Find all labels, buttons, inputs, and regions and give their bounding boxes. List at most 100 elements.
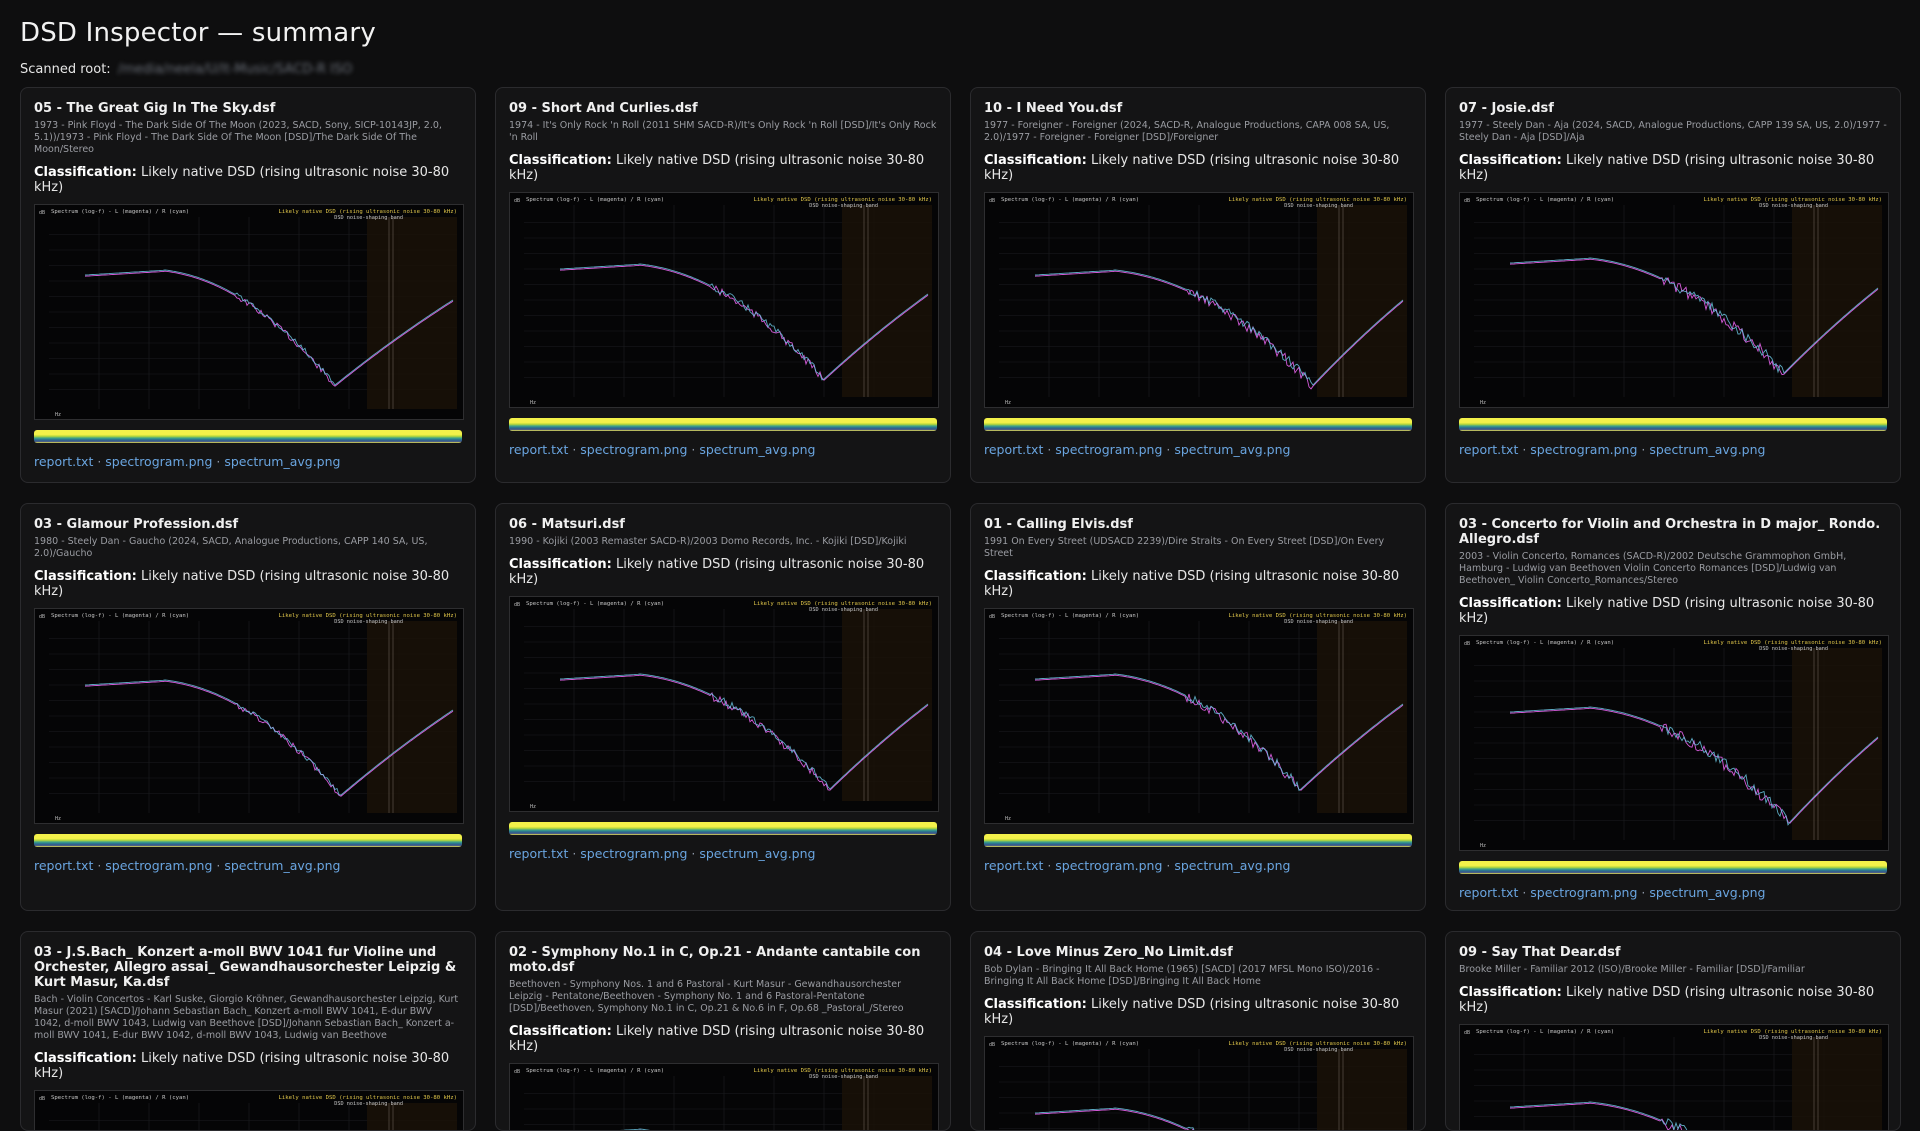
track-card: 03 - Concerto for Violin and Orchestra i… xyxy=(1445,503,1901,911)
link-separator: · xyxy=(568,846,581,861)
db-axis-label: dB xyxy=(39,210,45,216)
link-separator: · xyxy=(1518,442,1531,457)
file-link[interactable]: spectrum_avg.png xyxy=(699,442,816,457)
spectrogram-strip xyxy=(509,418,937,431)
file-link[interactable]: report.txt xyxy=(34,454,94,469)
track-title: 03 - Glamour Profession.dsf xyxy=(34,517,239,532)
file-link[interactable]: report.txt xyxy=(1459,442,1519,457)
plot-title: Spectrum (log-f) - L (magenta) / R (cyan… xyxy=(1001,197,1139,203)
file-link[interactable]: report.txt xyxy=(984,858,1044,873)
curve-right-channel xyxy=(559,673,929,790)
band-label: DSD noise-shaping band xyxy=(809,203,878,209)
classification: Classification: Likely native DSD (risin… xyxy=(984,153,1412,183)
spectrogram-strip xyxy=(1459,861,1887,874)
spectrogram-strip xyxy=(984,834,1412,847)
link-separator: · xyxy=(1043,858,1056,873)
track-card: 03 - Glamour Profession.dsf 1980 - Steel… xyxy=(20,503,476,911)
hz-axis-label: Hz xyxy=(1480,400,1486,406)
track-path: Bach - Violin Concertos - Karl Suske, Gi… xyxy=(34,994,459,1041)
file-link[interactable]: spectrum_avg.png xyxy=(224,454,341,469)
spectrum-plot: Spectrum (log-f) - L (magenta) / R (cyan… xyxy=(509,192,939,408)
track-path: 1980 - Steely Dan - Gaucho (2024, SACD, … xyxy=(34,536,428,559)
classification: Classification: Likely native DSD (risin… xyxy=(509,557,937,587)
classification: Classification: Likely native DSD (risin… xyxy=(1459,596,1887,626)
noise-band xyxy=(842,609,932,801)
db-axis-label: dB xyxy=(39,1096,45,1102)
link-separator: · xyxy=(1637,885,1650,900)
db-axis-label: dB xyxy=(514,1069,520,1075)
track-title: 05 - The Great Gig In The Sky.dsf xyxy=(34,101,276,116)
track-title: 02 - Symphony No.1 in C, Op.21 - Andante… xyxy=(509,945,921,975)
spectrogram-strip xyxy=(984,418,1412,431)
file-link[interactable]: spectrogram.png xyxy=(105,454,213,469)
file-link[interactable]: report.txt xyxy=(1459,885,1519,900)
classification-label: Classification: xyxy=(984,153,1087,168)
track-title: 06 - Matsuri.dsf xyxy=(509,517,625,532)
track-title: 03 - J.S.Bach_ Konzert a-moll BWV 1041 f… xyxy=(34,945,457,990)
track-path: 1973 - Pink Floyd - The Dark Side Of The… xyxy=(34,120,442,155)
scanned-root-label: Scanned root: xyxy=(20,62,111,77)
link-separator: · xyxy=(212,454,225,469)
classification: Classification: Likely native DSD (risin… xyxy=(34,1051,462,1081)
hz-axis-label: Hz xyxy=(1480,843,1486,849)
file-links: report.txt · spectrogram.png · spectrum_… xyxy=(34,858,462,873)
plot-title: Spectrum (log-f) - L (magenta) / R (cyan… xyxy=(51,209,189,215)
classification-label: Classification: xyxy=(509,1024,612,1039)
plot-verdict: Likely native DSD (rising ultrasonic noi… xyxy=(754,1068,933,1074)
spectrum-plot: Spectrum (log-f) - L (magenta) / R (cyan… xyxy=(509,1063,939,1130)
spectrum-plot: Spectrum (log-f) - L (magenta) / R (cyan… xyxy=(1459,192,1889,408)
file-link[interactable]: spectrogram.png xyxy=(1055,442,1163,457)
spectrogram-strip xyxy=(1459,418,1887,431)
db-axis-label: dB xyxy=(514,602,520,608)
file-links: report.txt · spectrogram.png · spectrum_… xyxy=(1459,442,1887,457)
curve-left-channel xyxy=(1509,258,1879,376)
file-link[interactable]: report.txt xyxy=(34,858,94,873)
file-link[interactable]: spectrum_avg.png xyxy=(1649,442,1766,457)
link-separator: · xyxy=(93,454,106,469)
file-link[interactable]: report.txt xyxy=(509,846,569,861)
file-link[interactable]: report.txt xyxy=(984,442,1044,457)
link-separator: · xyxy=(687,442,700,457)
file-link[interactable]: spectrogram.png xyxy=(580,846,688,861)
db-axis-label: dB xyxy=(989,1042,995,1048)
file-link[interactable]: spectrogram.png xyxy=(580,442,688,457)
spectrum-plot: Spectrum (log-f) - L (magenta) / R (cyan… xyxy=(984,608,1414,824)
plot-title: Spectrum (log-f) - L (magenta) / R (cyan… xyxy=(526,1068,664,1074)
file-link[interactable]: spectrum_avg.png xyxy=(1174,442,1291,457)
spectrum-plot: Spectrum (log-f) - L (magenta) / R (cyan… xyxy=(1459,635,1889,851)
scanned-root: Scanned root: /media/neela/U/lt-Music/SA… xyxy=(20,62,1900,77)
file-link[interactable]: spectrogram.png xyxy=(1055,858,1163,873)
file-link[interactable]: spectrum_avg.png xyxy=(1174,858,1291,873)
band-label: DSD noise-shaping band xyxy=(334,619,403,625)
db-axis-label: dB xyxy=(989,614,995,620)
track-card: 05 - The Great Gig In The Sky.dsf 1973 -… xyxy=(20,87,476,483)
curve-right-channel xyxy=(1509,706,1879,826)
hz-axis-label: Hz xyxy=(1005,400,1011,406)
link-separator: · xyxy=(1162,858,1175,873)
page-title: DSD Inspector — summary xyxy=(20,18,376,48)
file-link[interactable]: spectrum_avg.png xyxy=(699,846,816,861)
file-link[interactable]: spectrum_avg.png xyxy=(224,858,341,873)
band-label: DSD noise-shaping band xyxy=(809,607,878,613)
file-link[interactable]: report.txt xyxy=(509,442,569,457)
band-label: DSD noise-shaping band xyxy=(1284,203,1353,209)
spectrum-plot: Spectrum (log-f) - L (magenta) / R (cyan… xyxy=(984,192,1414,408)
spectrum-plot: Spectrum (log-f) - L (magenta) / R (cyan… xyxy=(34,1090,464,1130)
curve-right-channel xyxy=(1509,257,1879,374)
file-link[interactable]: spectrogram.png xyxy=(105,858,213,873)
track-path: 1990 - Kojiki (2003 Remaster SACD-R)/200… xyxy=(509,536,907,547)
file-link[interactable]: spectrum_avg.png xyxy=(1649,885,1766,900)
file-link[interactable]: spectrogram.png xyxy=(1530,885,1638,900)
curve-left-channel xyxy=(559,674,929,791)
plot-verdict: Likely native DSD (rising ultrasonic noi… xyxy=(1704,1029,1883,1035)
db-axis-label: dB xyxy=(514,198,520,204)
spectrum-plot: Spectrum (log-f) - L (magenta) / R (cyan… xyxy=(984,1036,1414,1130)
file-link[interactable]: spectrogram.png xyxy=(1530,442,1638,457)
track-card: 01 - Calling Elvis.dsf 1991 On Every Str… xyxy=(970,503,1426,911)
classification-value: Likely native DSD (rising ultrasonic noi… xyxy=(1459,153,1875,183)
plot-verdict: Likely native DSD (rising ultrasonic noi… xyxy=(1229,613,1408,619)
plot-verdict: Likely native DSD (rising ultrasonic noi… xyxy=(1704,640,1883,646)
classification-value: Likely native DSD (rising ultrasonic noi… xyxy=(34,1051,450,1081)
curve-left-channel xyxy=(559,264,929,381)
